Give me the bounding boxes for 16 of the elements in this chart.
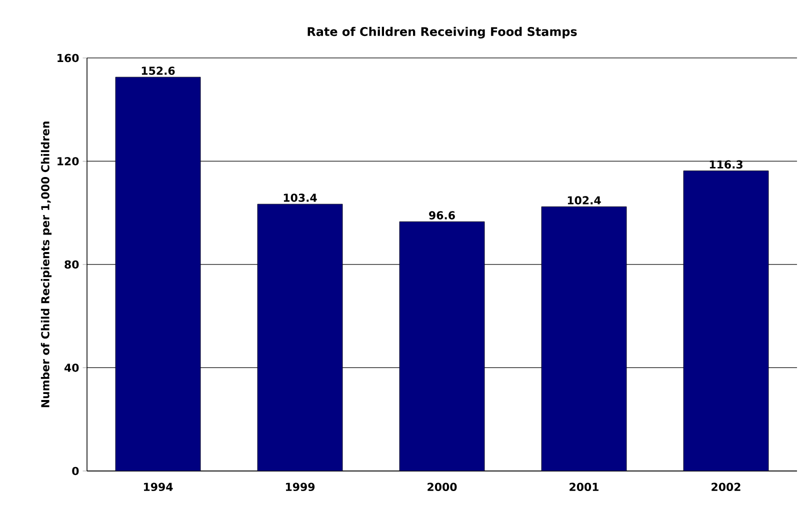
data-label: 96.6	[429, 211, 455, 220]
x-tick-label: 1999	[286, 482, 315, 492]
y-axis-title: Number of Child Recipients per 1,000 Children	[40, 122, 52, 408]
chart-title: Rate of Children Receiving Food Stamps	[308, 26, 577, 38]
x-tick-label: 2001	[570, 482, 598, 492]
data-label: 102.4	[568, 196, 601, 204]
data-label: 152.6	[142, 66, 175, 75]
data-label: 103.4	[284, 194, 317, 202]
x-tick-label: 2002	[712, 482, 740, 492]
x-tick-label: 1994	[144, 482, 173, 492]
y-tick-label: 120	[58, 157, 79, 166]
y-tick-label: 0	[72, 466, 79, 476]
y-tick-label: 40	[64, 364, 79, 372]
x-tick-label: 2000	[428, 482, 457, 492]
y-tick-label: 80	[64, 260, 79, 269]
y-tick-label: 160	[58, 54, 79, 62]
